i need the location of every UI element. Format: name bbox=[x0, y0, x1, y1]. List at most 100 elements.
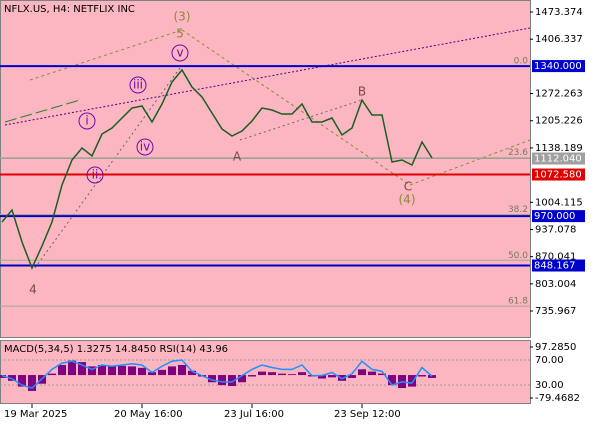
macd-bar bbox=[258, 371, 266, 376]
wave-circle bbox=[86, 166, 104, 184]
macd-bar bbox=[138, 367, 146, 376]
y-tick-label: 1138.189 bbox=[535, 143, 583, 154]
macd-bar bbox=[228, 375, 236, 387]
macd-bar bbox=[68, 360, 76, 376]
level-label: 1112.040 bbox=[534, 154, 582, 165]
macd-bar bbox=[108, 366, 116, 376]
trend-line bbox=[239, 99, 363, 141]
y-tick-label: -79.4682 bbox=[535, 393, 580, 404]
wave-circle bbox=[171, 44, 189, 62]
macd-bar bbox=[238, 375, 246, 383]
wave-label: i bbox=[85, 114, 88, 128]
macd-bar bbox=[58, 364, 66, 376]
y-tick-label: 1473.374 bbox=[535, 7, 583, 18]
y-tick-label: 735.967 bbox=[535, 306, 576, 317]
x-tick-label: 20 May 16:00 bbox=[114, 409, 183, 420]
wave-label: B bbox=[358, 85, 366, 99]
x-tick-label: 19 Mar 2025 bbox=[4, 409, 67, 420]
macd-bar bbox=[288, 374, 296, 376]
y2-tick-label: 70.00 bbox=[535, 355, 564, 366]
wave-circle bbox=[129, 76, 147, 94]
wave-label: 5 bbox=[176, 27, 184, 41]
trend-line bbox=[4, 99, 81, 123]
trend-line bbox=[29, 29, 183, 81]
wave-circle bbox=[78, 112, 96, 130]
wave-label: v bbox=[176, 46, 183, 60]
macd-bar bbox=[328, 375, 336, 378]
wave-label: (4) bbox=[399, 193, 416, 207]
macd-bar bbox=[148, 372, 156, 376]
macd-bar bbox=[178, 364, 186, 376]
indicator-title: MACD(5,34,5) 1.3275 14.8450 RSI(14) 43.9… bbox=[4, 344, 228, 355]
macd-bar bbox=[8, 375, 16, 381]
macd-bar bbox=[28, 375, 36, 391]
level-box bbox=[532, 152, 585, 165]
macd-bar bbox=[408, 375, 416, 387]
macd-bar bbox=[188, 370, 196, 376]
y2-tick-label: 30.00 bbox=[535, 380, 564, 391]
main-panel bbox=[0, 0, 531, 338]
trend-lines bbox=[4, 27, 531, 269]
y-tick-label: 1004.115 bbox=[535, 197, 583, 208]
y-tick-label: 97.2850 bbox=[535, 342, 576, 353]
level-label: 848.167 bbox=[534, 261, 575, 272]
macd-bar bbox=[318, 375, 326, 379]
macd-bar bbox=[18, 375, 26, 387]
macd-bar bbox=[88, 366, 96, 376]
macd-bar bbox=[78, 362, 86, 376]
wave-label: iv bbox=[140, 140, 150, 154]
y-tick-label: 870.041 bbox=[535, 252, 576, 263]
macd-bar bbox=[428, 375, 436, 378]
level-label: 970.000 bbox=[534, 211, 575, 222]
wave-label: C bbox=[404, 180, 412, 194]
macd-bar bbox=[278, 373, 286, 376]
macd-bar bbox=[208, 375, 216, 383]
macd-bar bbox=[358, 369, 366, 376]
y-tick-label: 1272.263 bbox=[535, 89, 583, 100]
macd-bar bbox=[48, 373, 56, 376]
macd-bar bbox=[368, 371, 376, 376]
trend-line bbox=[181, 29, 411, 186]
fib-label: 61.8 bbox=[508, 297, 528, 307]
level-box bbox=[532, 259, 585, 272]
wave-label: ii bbox=[92, 168, 99, 182]
macd-bar bbox=[268, 372, 276, 376]
macd-bar bbox=[98, 364, 106, 376]
level-label: 1072.580 bbox=[534, 170, 582, 181]
y-tick-label: 803.004 bbox=[535, 279, 576, 290]
wave-label: iii bbox=[133, 78, 143, 92]
level-label: 1340.000 bbox=[534, 61, 582, 72]
macd-bar bbox=[348, 375, 356, 378]
wave-label: (3) bbox=[174, 10, 191, 24]
level-box bbox=[532, 60, 585, 73]
macd-bar bbox=[218, 375, 226, 386]
level-box bbox=[532, 168, 585, 181]
macd-bar bbox=[378, 373, 386, 376]
macd-bar bbox=[168, 366, 176, 376]
wave-label: 4 bbox=[29, 283, 37, 297]
fib-label: 50.0 bbox=[508, 251, 528, 261]
macd-bar bbox=[118, 365, 126, 376]
wave-label: A bbox=[233, 150, 242, 164]
price-line bbox=[1, 68, 433, 270]
macd-bar bbox=[128, 366, 136, 376]
macd-bar bbox=[298, 372, 306, 376]
fib-label: 38.2 bbox=[508, 205, 528, 215]
macd-bar bbox=[248, 375, 256, 377]
x-tick-label: 23 Jul 16:00 bbox=[224, 409, 284, 420]
fib-label: 23.6 bbox=[508, 148, 528, 158]
y-tick-label: 1406.337 bbox=[535, 34, 583, 45]
y-tick-label: 937.078 bbox=[535, 224, 576, 235]
macd-bar bbox=[418, 375, 426, 377]
x-tick-label: 23 Sep 12:00 bbox=[334, 409, 401, 420]
macd-bar bbox=[388, 375, 396, 386]
trend-line bbox=[4, 27, 531, 126]
chart-title: NFLX.US, H4: NETFLIX INC bbox=[4, 4, 135, 15]
fib-label: 0.0 bbox=[514, 57, 529, 67]
macd-bar bbox=[158, 369, 166, 376]
y-tick-label: 1205.226 bbox=[535, 116, 583, 127]
wave-circle bbox=[136, 138, 154, 156]
trend-line bbox=[34, 67, 181, 269]
rsi-line bbox=[1, 359, 433, 389]
